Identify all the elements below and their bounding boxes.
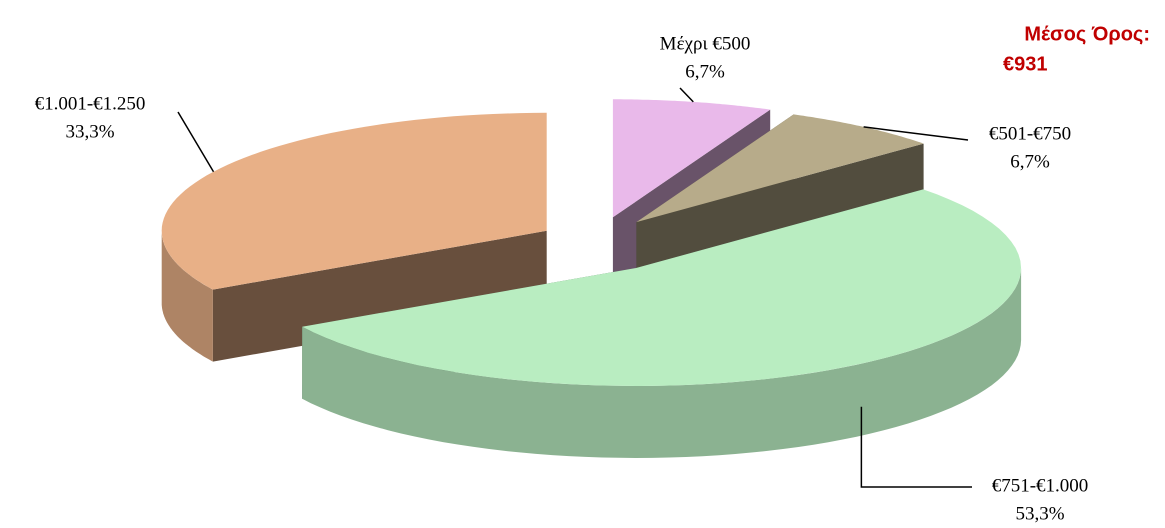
value-label: 6,7% xyxy=(1010,151,1050,172)
slice-top xyxy=(161,112,547,290)
annotation: €931 xyxy=(1003,53,1048,75)
leader-line xyxy=(177,111,215,173)
slice-label: Μέχρι €500 xyxy=(660,33,751,54)
slice-top xyxy=(612,99,771,218)
slice-side xyxy=(212,230,547,362)
slice-wall xyxy=(161,230,213,362)
slice-label: €751-€1.000 xyxy=(992,475,1089,496)
slice-label: €501-€750 xyxy=(989,123,1071,144)
leader-line xyxy=(860,406,972,488)
leader-line xyxy=(863,126,969,141)
value-label: 53,3% xyxy=(1015,503,1064,524)
slice xyxy=(161,112,547,362)
pie xyxy=(161,99,1022,458)
value-label: 6,7% xyxy=(685,61,725,82)
slice xyxy=(302,189,1022,458)
value-label: 33,3% xyxy=(65,121,114,142)
slice-top xyxy=(302,189,1021,386)
leader-line xyxy=(679,87,694,103)
annotation: Μέσος Όρος: xyxy=(1024,23,1150,45)
slice-label: €1.001-€1.250 xyxy=(35,93,146,114)
slice-top xyxy=(636,114,924,223)
slice-wall xyxy=(302,268,1022,458)
